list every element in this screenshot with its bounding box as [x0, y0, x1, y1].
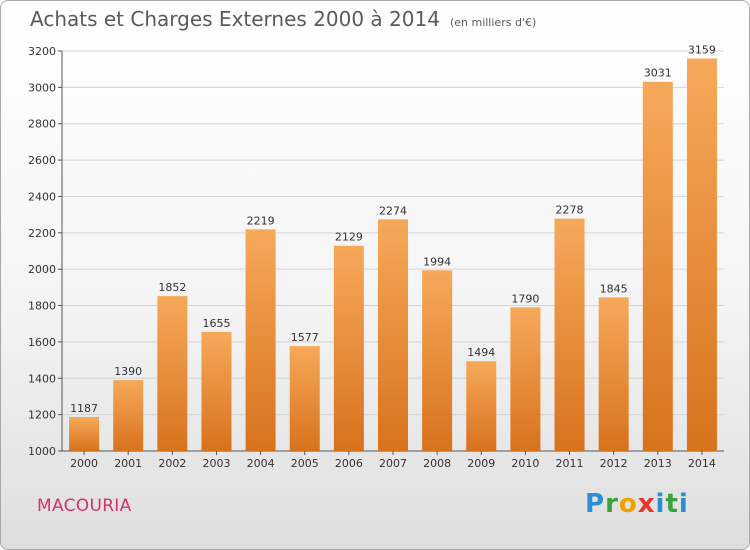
chart-subtitle: (en milliers d'€): [449, 16, 537, 29]
bar: [201, 331, 232, 451]
y-tick-label: 2000: [28, 263, 56, 276]
data-label: 2278: [556, 204, 584, 217]
bar: [289, 346, 320, 451]
y-tick-label: 1600: [28, 336, 56, 349]
x-tick-label: 2001: [114, 457, 142, 470]
x-tick-label: 2006: [335, 457, 363, 470]
x-tick-label: 2009: [467, 457, 495, 470]
data-label: 1852: [158, 281, 186, 294]
logo-letter: i: [655, 489, 666, 519]
x-tick-label: 2000: [70, 457, 98, 470]
logo-letter: i: [678, 489, 689, 519]
data-label: 2129: [335, 231, 363, 244]
logo-letter: t: [665, 489, 679, 519]
bar: [333, 245, 364, 451]
bar: [113, 380, 144, 451]
data-label: 2219: [247, 214, 275, 227]
bar: [598, 297, 629, 451]
y-tick-label: 2400: [28, 190, 56, 203]
data-label: 3031: [644, 67, 672, 80]
data-label: 1577: [291, 331, 319, 344]
y-tick-label: 1400: [28, 372, 56, 385]
y-tick-label: 1000: [28, 445, 56, 458]
bar: [378, 219, 408, 451]
bar: [422, 270, 453, 451]
y-tick-label: 3000: [28, 81, 56, 94]
x-tick-label: 2002: [158, 457, 186, 470]
logo-letter: x: [637, 489, 656, 519]
bar: [157, 296, 188, 451]
bar: [69, 417, 100, 451]
bar: [466, 361, 497, 451]
bar: [686, 58, 717, 452]
bar: [554, 218, 585, 451]
data-label: 1845: [600, 282, 628, 295]
data-label: 1790: [511, 292, 539, 305]
data-label: 3159: [688, 43, 716, 56]
y-tick-label: 3200: [28, 45, 56, 58]
y-tick-label: 2800: [28, 118, 56, 131]
data-label: 1390: [114, 365, 142, 378]
data-label: 2274: [379, 204, 407, 217]
data-label: 1994: [423, 255, 451, 268]
x-tick-label: 2003: [202, 457, 230, 470]
x-tick-label: 2008: [423, 457, 451, 470]
logo-letter: o: [618, 489, 638, 519]
x-tick-label: 2013: [644, 457, 672, 470]
data-label: 1187: [70, 402, 98, 415]
title-row: Achats et Charges Externes 2000 à 2014 (e…: [30, 7, 536, 31]
logo-letter: P: [585, 489, 606, 519]
x-tick-label: 2012: [600, 457, 628, 470]
chart-title: Achats et Charges Externes 2000 à 2014: [30, 7, 440, 31]
x-tick-label: 2011: [556, 457, 584, 470]
bar: [245, 229, 276, 451]
y-tick-label: 2600: [28, 154, 56, 167]
data-label: 1494: [467, 346, 495, 359]
proxiti-logo: Proxiti: [585, 489, 689, 519]
x-tick-label: 2007: [379, 457, 407, 470]
bar: [642, 81, 673, 452]
y-tick-label: 1200: [28, 409, 56, 422]
x-tick-label: 2014: [688, 457, 716, 470]
x-tick-label: 2004: [247, 457, 275, 470]
bar: [510, 307, 541, 451]
commune-name: MACOURIA: [37, 496, 132, 516]
x-tick-label: 2010: [511, 457, 539, 470]
x-tick-label: 2005: [291, 457, 319, 470]
y-tick-label: 1800: [28, 300, 56, 313]
y-tick-label: 2200: [28, 227, 56, 240]
data-label: 1655: [202, 317, 230, 330]
logo-letter: r: [605, 489, 619, 519]
